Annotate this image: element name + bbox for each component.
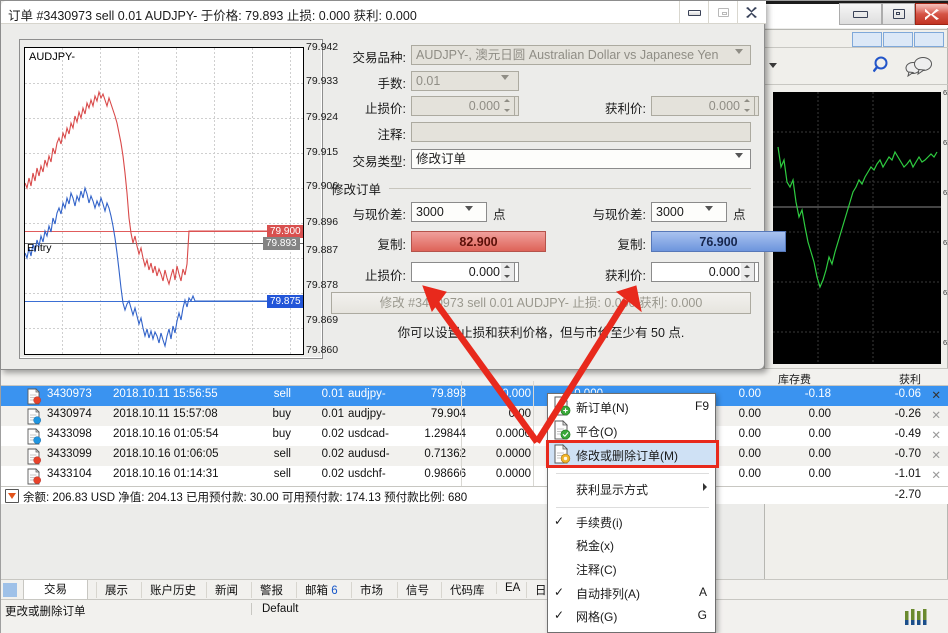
svg-text:Entry: Entry <box>27 242 52 254</box>
svg-text:AUDJPY-: AUDJPY- <box>29 51 75 63</box>
